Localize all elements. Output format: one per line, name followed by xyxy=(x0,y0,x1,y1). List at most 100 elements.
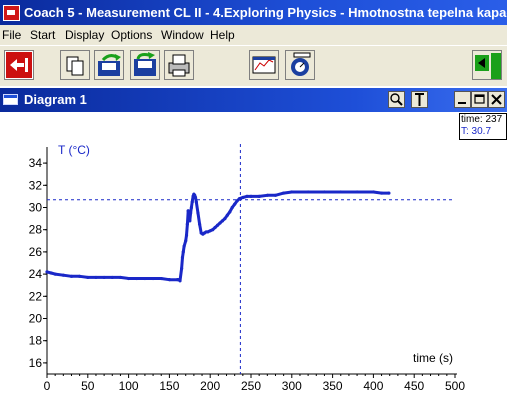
save-button[interactable] xyxy=(130,50,160,80)
data-point xyxy=(45,270,49,274)
data-point xyxy=(182,244,186,248)
y-tick-label: 30 xyxy=(29,201,43,215)
menu-options[interactable]: Options xyxy=(111,28,153,42)
data-point xyxy=(215,223,220,227)
data-point xyxy=(218,221,222,225)
app-title-bar: Coach 5 - Measurement CL II - 4.Explorin… xyxy=(0,0,507,25)
copy-button[interactable] xyxy=(60,50,90,80)
data-point xyxy=(188,219,192,223)
data-point xyxy=(273,193,278,197)
y-tick-label: 28 xyxy=(29,223,43,237)
data-point xyxy=(189,205,194,210)
data-point xyxy=(241,195,245,200)
data-point xyxy=(230,205,234,210)
data-point xyxy=(143,276,147,281)
data-point xyxy=(282,191,286,195)
temperature-chart: 0 50 100 150 200 250 300 350 400 450 500 16 18 20 22 24… xyxy=(29,143,466,393)
menu-window[interactable]: Window xyxy=(161,28,204,42)
data-point xyxy=(184,233,189,237)
data-point xyxy=(208,229,212,233)
minimize-icon xyxy=(458,102,466,104)
data-point xyxy=(196,211,200,215)
diagram-title-bar: Diagram 1 xyxy=(0,88,507,112)
data-point xyxy=(53,272,57,276)
y-tick-label: 32 xyxy=(29,178,43,192)
data-point xyxy=(61,273,65,277)
data-point xyxy=(339,190,343,194)
data-point xyxy=(167,278,171,282)
close-button[interactable] xyxy=(488,91,505,108)
y-axis-label: T (°C) xyxy=(58,143,90,157)
y-tick-label: 18 xyxy=(29,334,43,348)
data-point xyxy=(322,190,327,194)
x-tick-label: 100 xyxy=(119,379,139,393)
data-point xyxy=(185,222,189,226)
x-tick-label: 350 xyxy=(323,379,343,393)
menu-help[interactable]: Help xyxy=(210,28,235,42)
data-point xyxy=(184,239,188,243)
data-point xyxy=(265,193,269,197)
menu-display[interactable]: Display xyxy=(65,28,105,42)
data-point xyxy=(127,276,131,281)
close-icon xyxy=(491,94,502,105)
data-point xyxy=(213,225,217,230)
cursor-button[interactable] xyxy=(411,91,428,108)
x-tick-label: 300 xyxy=(282,379,302,393)
data-point xyxy=(181,250,185,254)
zoom-icon xyxy=(390,93,403,106)
readout-time: time: 237 xyxy=(461,114,503,125)
meter-button[interactable] xyxy=(285,50,315,80)
data-point xyxy=(306,190,310,194)
zoom-button[interactable] xyxy=(388,91,405,108)
diagram-icon xyxy=(252,56,276,74)
window-icon xyxy=(3,94,18,105)
data-point xyxy=(228,210,232,214)
coach-app-icon xyxy=(3,5,20,21)
x-tick-label: 400 xyxy=(363,379,383,393)
data-point xyxy=(245,194,249,198)
data-point xyxy=(193,195,198,200)
maximize-button[interactable] xyxy=(471,91,488,108)
diagram-button[interactable] xyxy=(249,50,279,80)
temperature-series-line xyxy=(46,190,389,283)
data-point xyxy=(180,266,184,271)
menu-bar: File Start Display Options Window Help xyxy=(0,25,507,45)
x-axis-label: time (s) xyxy=(413,351,453,365)
data-point xyxy=(237,197,242,201)
x-tick-label: 200 xyxy=(200,379,220,393)
data-point xyxy=(102,275,106,280)
y-tick-label: 24 xyxy=(29,267,43,281)
data-point xyxy=(290,190,294,194)
data-point xyxy=(186,209,190,213)
data-point xyxy=(220,219,225,223)
data-point xyxy=(194,200,198,204)
y-tick-label: 22 xyxy=(29,289,43,303)
data-point xyxy=(180,255,185,260)
y-tick-label: 20 xyxy=(29,312,43,326)
data-point xyxy=(178,279,182,283)
open-button[interactable] xyxy=(94,50,124,80)
print-button[interactable] xyxy=(164,50,194,80)
next-icon xyxy=(475,53,501,79)
data-point xyxy=(69,274,74,278)
menu-start[interactable]: Start xyxy=(30,28,56,42)
toolbar xyxy=(0,45,507,86)
data-point xyxy=(189,211,193,215)
x-tick-label: 0 xyxy=(44,379,51,393)
menu-file[interactable]: File xyxy=(2,28,22,42)
data-point xyxy=(235,199,239,203)
save-icon xyxy=(134,52,156,76)
y-tick-label: 34 xyxy=(29,156,43,170)
maximize-icon xyxy=(474,94,485,104)
data-point xyxy=(211,228,215,232)
x-tick-label: 250 xyxy=(241,379,261,393)
minimize-button[interactable] xyxy=(454,91,471,108)
print-icon xyxy=(168,54,190,77)
data-point xyxy=(94,275,98,280)
exit-button[interactable] xyxy=(4,50,34,80)
x-tick-label: 450 xyxy=(404,379,424,393)
window-title: Coach 5 - Measurement CL II - 4.Explorin… xyxy=(24,5,507,20)
data-point xyxy=(223,217,227,221)
data-point xyxy=(159,276,163,281)
next-button[interactable] xyxy=(472,50,502,80)
